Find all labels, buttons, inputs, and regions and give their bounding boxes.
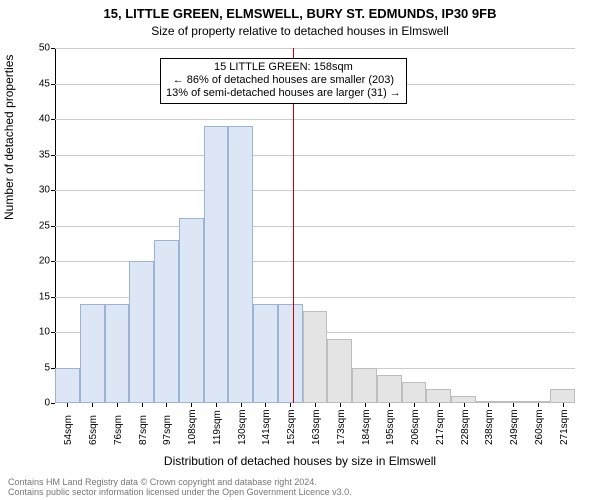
histogram-bar — [129, 261, 154, 403]
histogram-bar — [303, 311, 328, 403]
x-tick-label: 119sqm — [212, 410, 223, 445]
x-tick-label: 238sqm — [484, 409, 495, 445]
x-tick-label: 217sqm — [435, 409, 446, 445]
x-tick-label: 260sqm — [534, 409, 545, 445]
x-tick-label: 173sqm — [336, 409, 347, 445]
x-tick-mark — [315, 403, 316, 407]
x-tick-mark — [290, 403, 291, 407]
x-tick-label: 54sqm — [63, 415, 74, 445]
title-subtitle: Size of property relative to detached ho… — [0, 24, 600, 38]
histogram-bar — [278, 304, 303, 403]
histogram-bar — [80, 304, 105, 403]
x-tick-label: 65sqm — [88, 415, 99, 445]
y-tick-label: 20 — [28, 256, 50, 267]
x-tick-mark — [142, 403, 143, 407]
y-axis-label: Number of detached properties — [2, 55, 16, 220]
x-tick-mark — [340, 403, 341, 407]
histogram-bar — [105, 304, 130, 403]
x-tick-label: 271sqm — [559, 409, 570, 445]
x-axis-label: Distribution of detached houses by size … — [0, 454, 600, 468]
callout-box: 15 LITTLE GREEN: 158sqm ← 86% of detache… — [160, 58, 407, 104]
title-address: 15, LITTLE GREEN, ELMSWELL, BURY ST. EDM… — [0, 6, 600, 21]
histogram-bar — [501, 401, 526, 403]
histogram-bar — [154, 240, 179, 403]
y-tick-label: 50 — [28, 43, 50, 54]
x-tick-label: 184sqm — [361, 409, 372, 445]
callout-line-1: 15 LITTLE GREEN: 158sqm — [166, 61, 401, 74]
x-tick-mark — [117, 403, 118, 407]
gridline — [55, 119, 575, 120]
x-tick-label: 141sqm — [261, 409, 272, 445]
y-tick-label: 10 — [28, 327, 50, 338]
histogram-bar — [377, 375, 402, 403]
x-tick-label: 206sqm — [410, 409, 421, 445]
x-tick-label: 163sqm — [311, 409, 322, 445]
histogram-bar — [525, 401, 550, 403]
x-tick-mark — [92, 403, 93, 407]
x-tick-mark — [241, 403, 242, 407]
y-tick-label: 5 — [28, 362, 50, 373]
footer-attribution: Contains HM Land Registry data © Crown c… — [8, 478, 352, 498]
x-tick-label: 130sqm — [237, 409, 248, 445]
x-tick-mark — [265, 403, 266, 407]
callout-line-3: 13% of semi-detached houses are larger (… — [166, 87, 401, 100]
histogram-bar — [228, 126, 253, 403]
gridline — [55, 155, 575, 156]
histogram-bar — [476, 401, 501, 403]
x-tick-mark — [365, 403, 366, 407]
footer-line-2: Contains public sector information licen… — [8, 488, 352, 498]
x-tick-label: 228sqm — [460, 409, 471, 445]
gridline — [55, 226, 575, 227]
y-tick-label: 25 — [28, 220, 50, 231]
x-tick-label: 152sqm — [286, 409, 297, 445]
histogram-bar — [402, 382, 427, 403]
x-tick-mark — [414, 403, 415, 407]
histogram-bar — [204, 126, 229, 403]
x-tick-mark — [488, 403, 489, 407]
x-tick-mark — [166, 403, 167, 407]
x-tick-label: 87sqm — [138, 415, 149, 445]
x-tick-label: 195sqm — [385, 409, 396, 445]
x-tick-mark — [67, 403, 68, 407]
x-tick-mark — [389, 403, 390, 407]
x-tick-label: 97sqm — [162, 415, 173, 445]
x-tick-label: 249sqm — [509, 409, 520, 445]
histogram-bar — [179, 218, 204, 403]
histogram-bar — [426, 389, 451, 403]
histogram-bar — [55, 368, 80, 404]
x-tick-label: 108sqm — [187, 409, 198, 445]
y-tick-label: 15 — [28, 291, 50, 302]
x-tick-mark — [216, 403, 217, 407]
x-tick-mark — [563, 403, 564, 407]
x-tick-mark — [439, 403, 440, 407]
x-tick-mark — [513, 403, 514, 407]
x-tick-mark — [464, 403, 465, 407]
y-tick-label: 40 — [28, 114, 50, 125]
x-tick-mark — [538, 403, 539, 407]
y-tick-label: 30 — [28, 185, 50, 196]
y-tick-label: 0 — [28, 398, 50, 409]
x-tick-mark — [191, 403, 192, 407]
histogram-bar — [253, 304, 278, 403]
chart-container: 15, LITTLE GREEN, ELMSWELL, BURY ST. EDM… — [0, 0, 600, 500]
histogram-bar — [451, 396, 476, 403]
histogram-bar — [550, 389, 575, 403]
y-tick-label: 35 — [28, 149, 50, 160]
histogram-bar — [327, 339, 352, 403]
gridline — [55, 48, 575, 49]
gridline — [55, 190, 575, 191]
y-tick-mark — [51, 403, 55, 404]
x-tick-label: 76sqm — [113, 415, 124, 445]
y-tick-label: 45 — [28, 78, 50, 89]
callout-line-2: ← 86% of detached houses are smaller (20… — [166, 74, 401, 87]
histogram-bar — [352, 368, 377, 404]
